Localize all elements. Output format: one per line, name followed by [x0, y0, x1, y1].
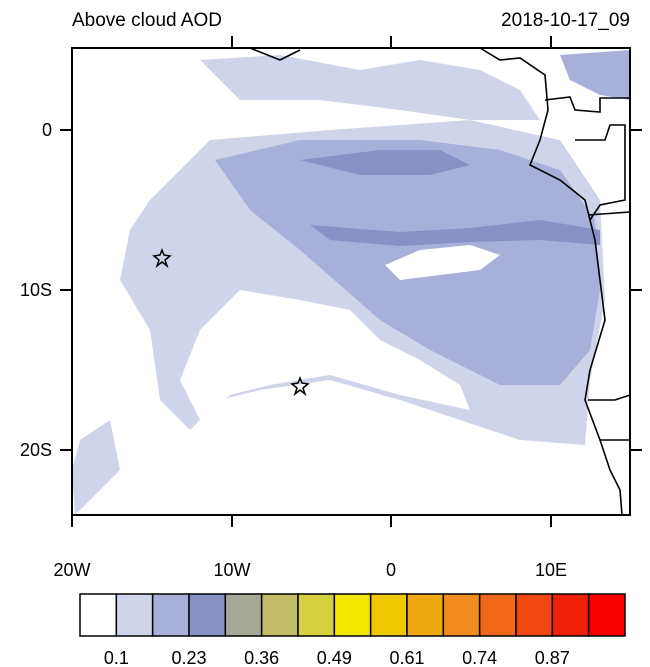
colorbar-swatch: [188, 593, 227, 637]
colorbar-label: 0.61: [389, 648, 424, 667]
colorbar-label: 0.87: [535, 648, 570, 667]
colorbar-label: 0.23: [171, 648, 206, 667]
colorbar-label: 0.49: [317, 648, 352, 667]
aod-clear: [180, 290, 470, 420]
markers: [152, 247, 310, 397]
colorbar-label: 0.74: [462, 648, 497, 667]
aod-region: [72, 420, 120, 515]
aod-shading: [72, 50, 630, 515]
colorbar-swatch: [551, 593, 590, 637]
border: [587, 211, 631, 216]
coastline: [249, 47, 631, 516]
star-marker: [152, 247, 172, 269]
colorbar-swatch: [297, 593, 336, 637]
aod-region: [200, 55, 540, 120]
aod-clear: [385, 245, 500, 280]
colorbar: 0.1 0.23 0.36 0.49 0.61 0.74 0.87: [79, 593, 626, 667]
colorbar-label: 0.36: [244, 648, 279, 667]
border: [249, 47, 301, 61]
colorbar-swatch: [478, 593, 517, 637]
colorbar-swatch: [369, 593, 408, 637]
y-tick-label: 0: [42, 120, 52, 140]
x-tick-label: 0: [386, 560, 396, 580]
colorbar-swatch: [260, 593, 299, 637]
colorbar-label: 0.1: [104, 648, 129, 667]
border: [575, 124, 626, 221]
colorbar-swatch: [333, 593, 372, 637]
border: [588, 394, 631, 401]
y-tick-label: 10S: [20, 280, 52, 300]
aod-region: [310, 220, 600, 246]
colorbar-swatch: [79, 593, 118, 637]
title: Above cloud AOD: [72, 10, 222, 31]
colorbar-swatch: [515, 593, 554, 637]
colorbar-swatch: [224, 593, 263, 637]
aod-region: [560, 50, 630, 100]
timestamp: 2018-10-17_09: [501, 10, 630, 31]
colorbar-swatch: [442, 593, 481, 637]
ticks: [60, 36, 642, 527]
colorbar-swatch: [406, 593, 445, 637]
border: [544, 96, 630, 113]
y-tick-label: 20S: [20, 440, 52, 460]
map-frame: [71, 47, 631, 516]
colorbar-swatch: [587, 593, 626, 637]
x-tick-label: 10W: [213, 560, 250, 580]
colorbar-swatch: [115, 593, 154, 637]
x-tick-label: 20W: [53, 560, 90, 580]
colorbar-swatch: [151, 593, 190, 637]
star-marker: [290, 375, 310, 397]
aod-region: [300, 150, 470, 175]
x-tick-label: 10E: [535, 560, 567, 580]
